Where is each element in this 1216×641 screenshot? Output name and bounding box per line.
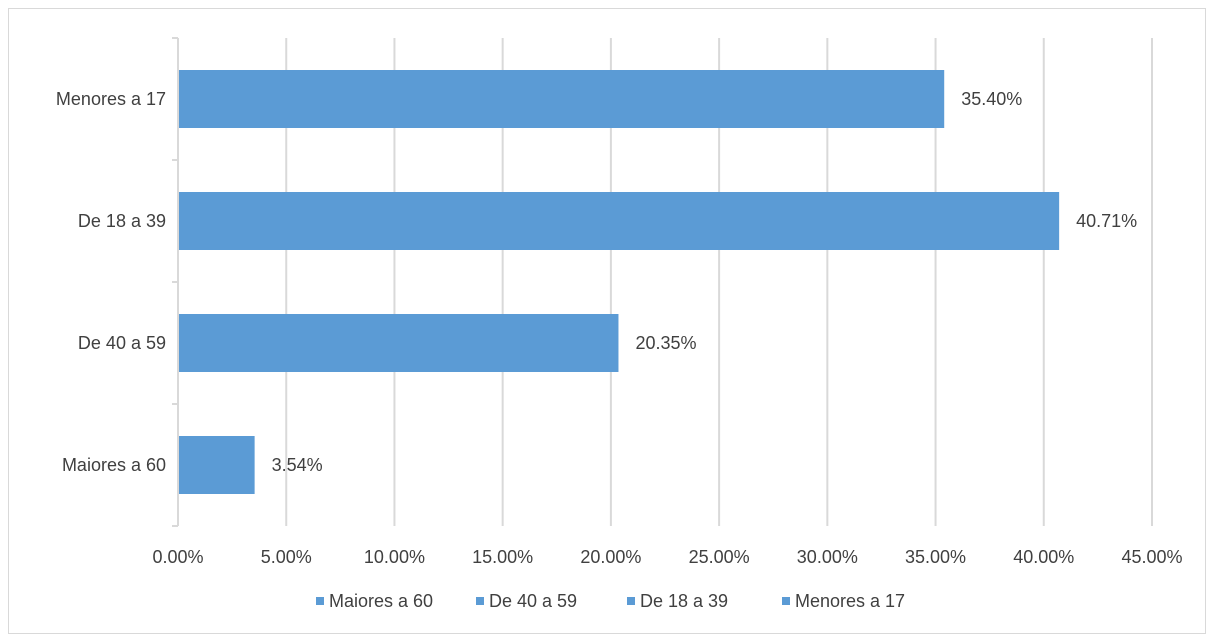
category-labels: Menores a 17 De 18 a 39 De 40 a 59 Maiores … (56, 89, 166, 475)
category-label: De 40 a 59 (78, 333, 166, 353)
x-tick-label: 40.00% (1013, 547, 1074, 567)
legend-swatch (476, 597, 484, 605)
legend-label: Menores a 17 (795, 591, 905, 611)
x-axis-ticks: 0.00% 5.00% 10.00% 15.00% 20.00% 25.00% 30.00%… (152, 547, 1182, 567)
x-tick-label: 10.00% (364, 547, 425, 567)
bar (179, 70, 945, 128)
legend-label: De 40 a 59 (489, 591, 577, 611)
data-labels: 35.40% 40.71% 20.35% 3.54% (272, 89, 1138, 475)
x-tick-label: 25.00% (689, 547, 750, 567)
legend-swatch (627, 597, 635, 605)
x-tick-label: 35.00% (905, 547, 966, 567)
x-tick-label: 5.00% (261, 547, 312, 567)
category-axis (172, 37, 179, 527)
category-label: De 18 a 39 (78, 211, 166, 231)
data-label: 40.71% (1076, 211, 1137, 231)
legend: Maiores a 60 De 40 a 59 De 18 a 39 Menores … (316, 591, 905, 611)
x-tick-label: 20.00% (580, 547, 641, 567)
bar (179, 192, 1060, 250)
category-label: Maiores a 60 (62, 455, 166, 475)
legend-label: De 18 a 39 (640, 591, 728, 611)
bars (179, 70, 1060, 494)
legend-swatch (782, 597, 790, 605)
x-tick-label: 45.00% (1121, 547, 1182, 567)
category-label: Menores a 17 (56, 89, 166, 109)
bar (179, 314, 619, 372)
bar (179, 436, 255, 494)
x-tick-label: 15.00% (472, 547, 533, 567)
legend-swatch (316, 597, 324, 605)
x-tick-label: 30.00% (797, 547, 858, 567)
x-tick-label: 0.00% (152, 547, 203, 567)
legend-label: Maiores a 60 (329, 591, 433, 611)
data-label: 20.35% (635, 333, 696, 353)
data-label: 3.54% (272, 455, 323, 475)
data-label: 35.40% (961, 89, 1022, 109)
